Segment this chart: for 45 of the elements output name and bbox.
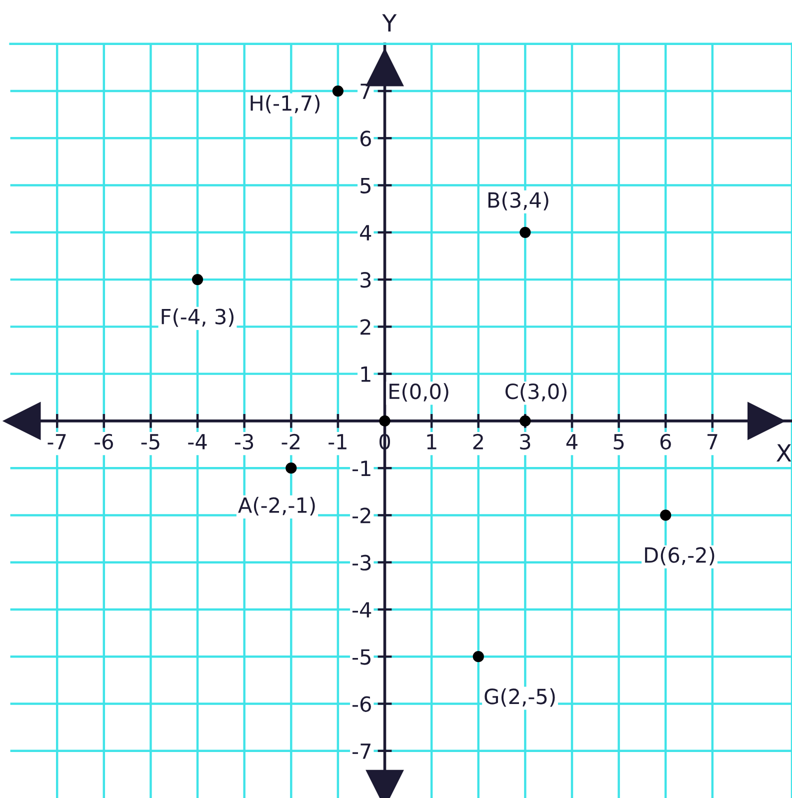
y-tick-label: 6 (360, 130, 371, 146)
y-tick-label: 5 (360, 178, 370, 194)
annotation: G(2,-5) (484, 688, 555, 707)
y-axis-title: Y (382, 14, 397, 32)
x-tick-label: -5 (141, 434, 160, 450)
x-tick-label: 6 (660, 434, 671, 450)
x-tick-label: 7 (708, 434, 718, 450)
x-tick-label: -2 (282, 434, 300, 450)
y-tick-label: -6 (352, 696, 371, 712)
y-tick-label: 1 (361, 366, 370, 382)
x-tick-label: 2 (473, 434, 483, 450)
x-tick-label: 1 (427, 434, 436, 450)
point (286, 462, 297, 474)
annotation: C(3,0) (506, 383, 566, 402)
x-tick-label: 5 (614, 434, 624, 450)
y-tick-label: -2 (352, 508, 370, 524)
y-tick-label: -5 (352, 649, 370, 665)
y-tick-label: 4 (360, 225, 372, 240)
x-tick-label: -1 (328, 434, 346, 450)
y-tick-label: 3 (360, 272, 371, 288)
annotation: A(-2,-1) (238, 496, 315, 516)
point (332, 85, 344, 97)
y-tick-label: -7 (352, 744, 370, 759)
y-tick-label: -4 (352, 602, 372, 618)
x-tick-label: -3 (234, 434, 254, 450)
annotation: B(3,4) (488, 192, 548, 210)
point (379, 415, 390, 426)
point (660, 510, 672, 521)
y-tick-label: -1 (352, 460, 370, 476)
annotation: D(6,-2) (645, 546, 714, 566)
y-tick-label: 2 (360, 319, 370, 335)
x-tick-label: -7 (48, 434, 66, 450)
point (192, 274, 204, 286)
annotation: E(0,0) (390, 383, 448, 402)
annotation: H(-1,7) (250, 94, 320, 114)
point (520, 415, 531, 426)
point (520, 226, 531, 238)
x-tick-label: 4 (566, 434, 578, 450)
point (472, 651, 484, 662)
x-axis-title: X (776, 444, 792, 462)
x-tick-label: -4 (188, 434, 207, 450)
y-tick-label: -3 (352, 554, 371, 571)
x-tick-label: 3 (520, 434, 530, 450)
x-tick-label: -6 (94, 434, 113, 450)
annotation: F(-4, 3) (162, 308, 234, 327)
